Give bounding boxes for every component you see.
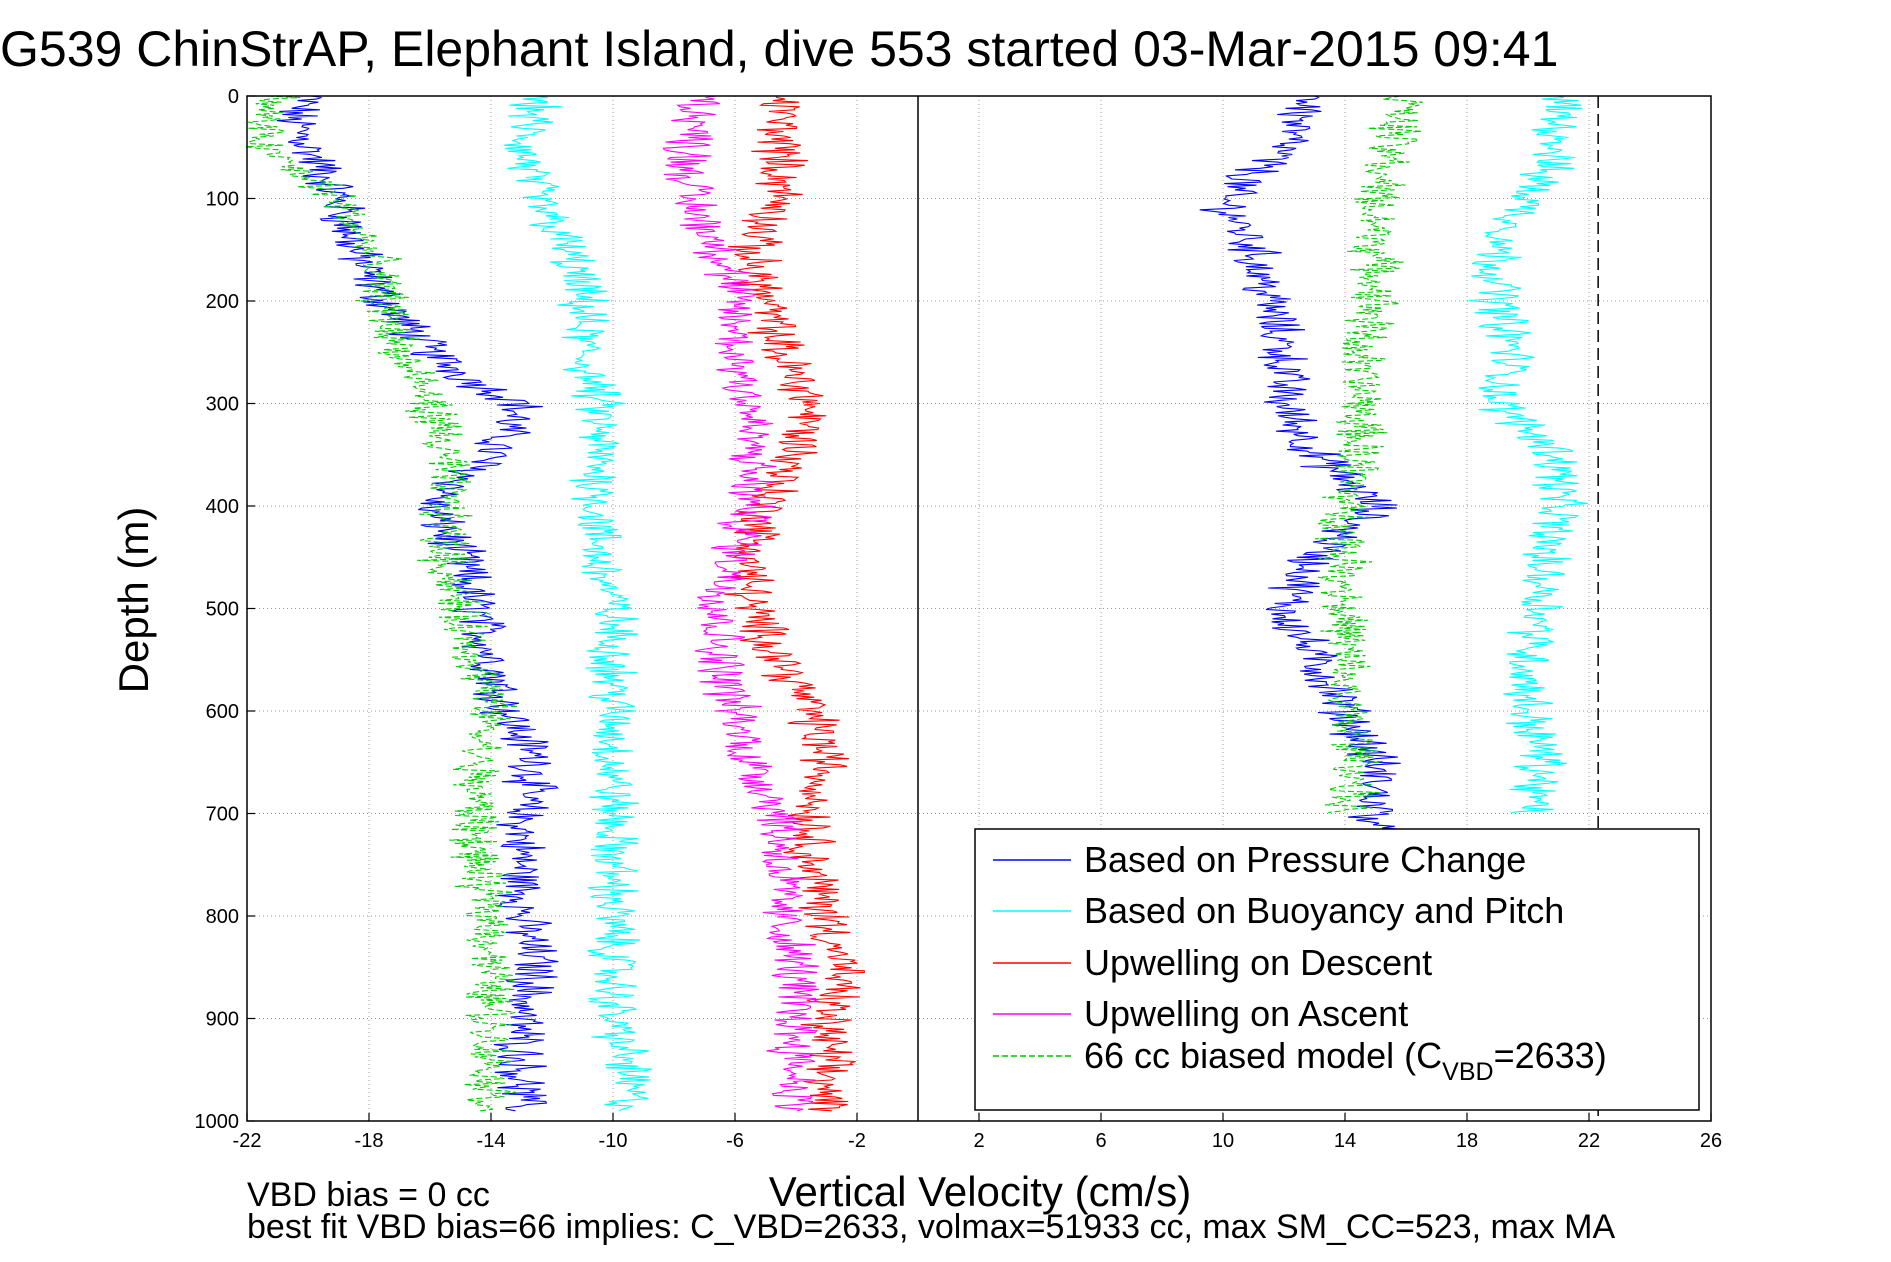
x-tick-label: -14 [477, 1130, 506, 1152]
series-line [1199, 95, 1404, 866]
legend-entry: Upwelling on Descent [1084, 942, 1432, 983]
series-line [276, 95, 559, 1112]
series-line [503, 95, 653, 1112]
x-tick-label: -10 [599, 1130, 628, 1152]
series-line [1468, 95, 1588, 814]
y-tick-label: 0 [228, 86, 239, 108]
x-tick-label: -22 [233, 1130, 262, 1152]
y-tick-label: 100 [206, 189, 239, 211]
y-axis-ticks: 0 100 200 300 400 500 600 700 800 900 1000 [195, 86, 255, 1133]
x-tick-label: -2 [848, 1130, 866, 1152]
y-tick-label: 300 [206, 394, 239, 416]
x-tick-label: -18 [355, 1130, 384, 1152]
legend-entry: Upwelling on Ascent [1084, 993, 1408, 1034]
chart-title: G539 ChinStrAP, Elephant Island, dive 55… [0, 21, 1558, 77]
y-tick-label: 400 [206, 496, 239, 518]
y-tick-label: 600 [206, 701, 239, 723]
y-tick-label: 500 [206, 599, 239, 621]
x-tick-label: 14 [1334, 1130, 1356, 1152]
x-tick-label: -6 [726, 1130, 744, 1152]
y-tick-label: 900 [206, 1009, 239, 1031]
series-line [1314, 95, 1423, 814]
x-tick-label: 6 [1095, 1130, 1106, 1152]
y-tick-label: 800 [206, 906, 239, 928]
x-tick-label: 10 [1212, 1130, 1234, 1152]
legend-entry: 66 cc biased model (CVBD=2633) [1084, 1035, 1607, 1086]
y-tick-label: 200 [206, 291, 239, 313]
series-line [662, 95, 820, 1112]
legend: Based on Pressure Change Based on Buoyanc… [974, 828, 1700, 1111]
series-layer [245, 95, 1588, 1112]
x-tick-label: 22 [1578, 1130, 1600, 1152]
x-axis-label: Vertical Velocity (cm/s) [769, 1168, 1191, 1215]
legend-entry: Based on Buoyancy and Pitch [1084, 890, 1564, 931]
y-tick-label: 700 [206, 804, 239, 826]
x-tick-label: 2 [973, 1130, 984, 1152]
x-tick-label: 18 [1456, 1130, 1478, 1152]
x-axis-ticks: -22 -18 -14 -10 -6 -2 2 6 10 14 18 22 26 [233, 1113, 1722, 1152]
legend-entry: Based on Pressure Change [1084, 839, 1526, 880]
series-line [245, 95, 518, 1112]
y-axis-label: Depth (m) [110, 507, 157, 694]
y-tick-label: 1000 [195, 1111, 240, 1133]
series-line [723, 95, 865, 1112]
x-tick-label: 26 [1700, 1130, 1722, 1152]
footer-line-1: VBD bias = 0 cc [247, 1176, 490, 1214]
footer-line-2: best fit VBD bias=66 implies: C_VBD=2633… [247, 1208, 1616, 1246]
legend-box [974, 828, 1700, 1111]
